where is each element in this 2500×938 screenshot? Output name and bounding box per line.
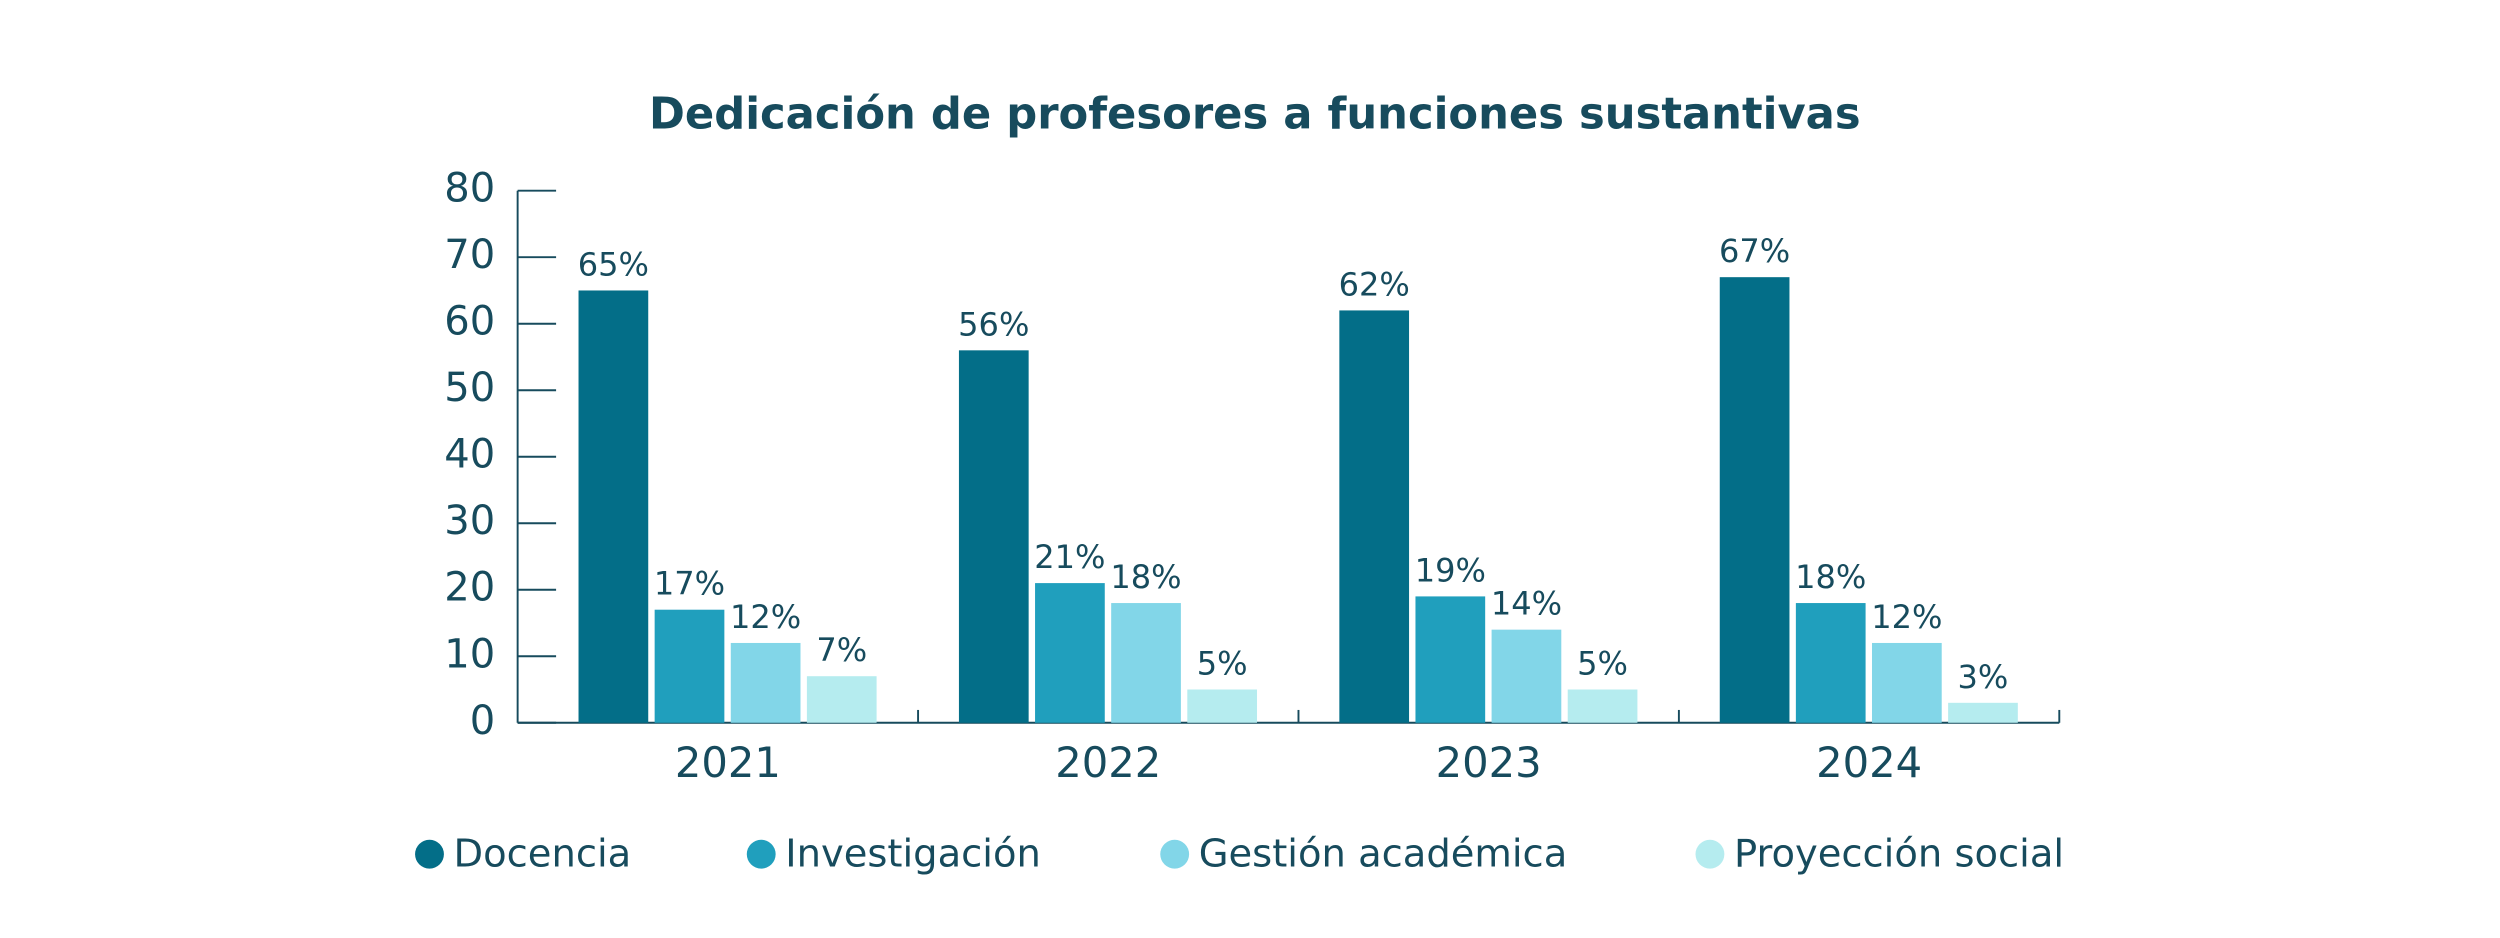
legend-label: Gestión académica bbox=[1199, 831, 1568, 876]
value-label: 19% bbox=[1415, 551, 1486, 589]
bar bbox=[1035, 583, 1105, 723]
y-tick-label: 50 bbox=[444, 365, 495, 411]
value-label: 14% bbox=[1491, 585, 1562, 623]
y-tick-label: 60 bbox=[444, 299, 495, 345]
y-tick-label: 80 bbox=[444, 166, 495, 212]
bar bbox=[1719, 277, 1790, 723]
value-label: 7% bbox=[816, 631, 867, 669]
value-label: 18% bbox=[1795, 558, 1866, 596]
chart-title: Dedicación de profesores a funciones sus… bbox=[649, 89, 1861, 139]
value-label: 3% bbox=[1958, 658, 2009, 696]
y-tick-label: 70 bbox=[444, 232, 495, 278]
y-tick-label: 30 bbox=[444, 498, 495, 544]
bar bbox=[958, 350, 1029, 723]
legend-marker bbox=[1160, 839, 1190, 869]
bar bbox=[1187, 689, 1258, 723]
bar bbox=[1795, 603, 1866, 723]
bar bbox=[806, 676, 877, 723]
legend-marker bbox=[1695, 839, 1725, 869]
legend-marker bbox=[746, 839, 776, 869]
y-tick-label: 20 bbox=[444, 565, 495, 611]
bar bbox=[1871, 642, 1942, 723]
bar bbox=[1415, 596, 1486, 723]
bar bbox=[730, 642, 801, 723]
value-label: 65% bbox=[578, 245, 649, 283]
value-label: 12% bbox=[1871, 598, 1942, 636]
legend-label: Proyección social bbox=[1734, 831, 2064, 876]
legend-marker bbox=[415, 839, 444, 869]
legend-label: Docencia bbox=[454, 831, 632, 876]
value-label: 12% bbox=[730, 598, 801, 636]
y-tick-label: 40 bbox=[444, 432, 495, 478]
value-label: 62% bbox=[1339, 265, 1410, 303]
bar bbox=[1491, 629, 1562, 723]
bar bbox=[1339, 310, 1410, 723]
x-tick-label: 2021 bbox=[675, 738, 781, 787]
value-label: 21% bbox=[1034, 538, 1105, 576]
bar bbox=[578, 290, 649, 723]
value-label: 67% bbox=[1719, 232, 1790, 270]
bar bbox=[1948, 702, 2018, 723]
x-tick-label: 2024 bbox=[1816, 738, 1922, 787]
x-tick-label: 2022 bbox=[1055, 738, 1161, 787]
value-label: 5% bbox=[1197, 644, 1248, 682]
x-tick-label: 2023 bbox=[1436, 738, 1542, 787]
value-label: 56% bbox=[958, 305, 1029, 343]
bar bbox=[1567, 689, 1638, 723]
value-label: 17% bbox=[654, 565, 725, 603]
y-tick-label: 0 bbox=[470, 698, 495, 744]
legend-label: Investigación bbox=[785, 831, 1041, 876]
y-tick-label: 10 bbox=[444, 631, 495, 677]
bar bbox=[1111, 603, 1181, 723]
value-label: 18% bbox=[1110, 558, 1181, 596]
bar bbox=[654, 609, 725, 723]
value-label: 5% bbox=[1577, 644, 1628, 682]
